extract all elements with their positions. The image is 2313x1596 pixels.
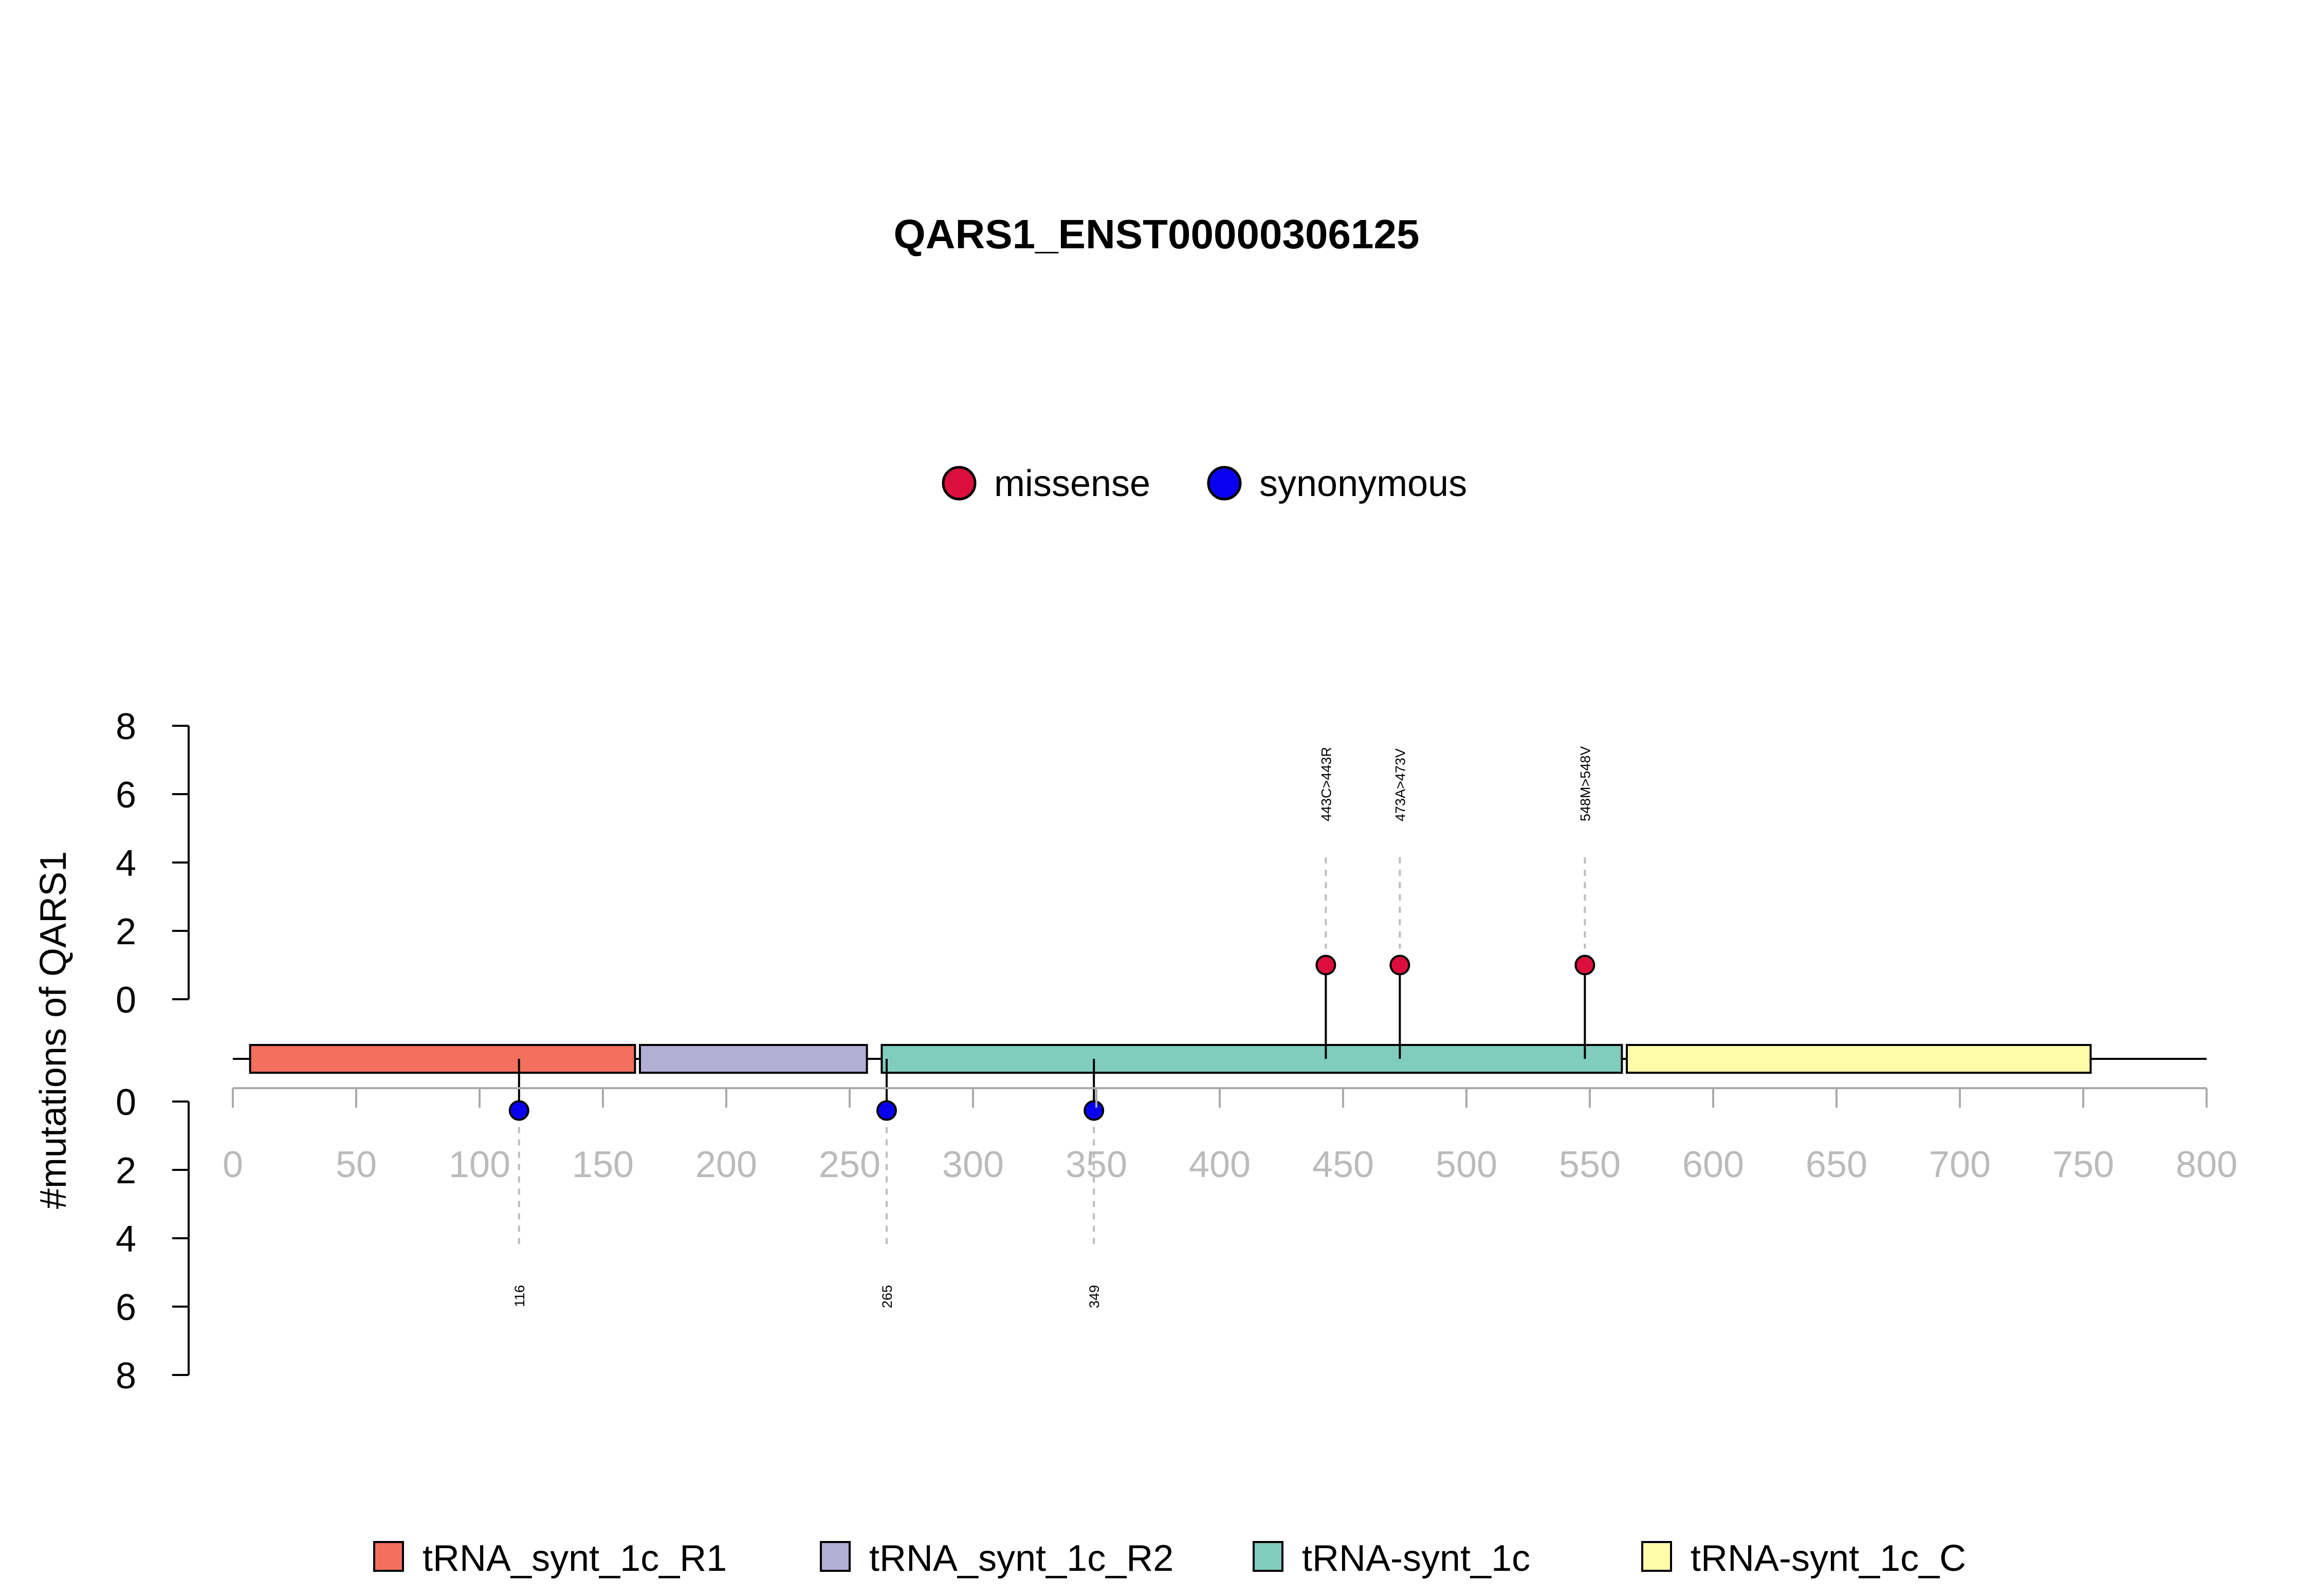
lollipop-heads (508, 955, 1595, 1121)
x-tick-label: 550 (1559, 1144, 1621, 1185)
y-axis-bottom: 0 2 4 6 8 (116, 1082, 190, 1397)
x-tick-label: 450 (1312, 1144, 1374, 1185)
legend-label-missense: missense (994, 463, 1150, 504)
domain-legend-label-tRNA_synt_1c_R1: tRNA_synt_1c_R1 (423, 1538, 727, 1579)
y-tick-label-top: 8 (116, 706, 136, 747)
domain-legend-label-tRNA-synt_1c: tRNA-synt_1c (1302, 1538, 1530, 1579)
y-tick-label-top: 6 (116, 775, 136, 816)
x-tick-label: 600 (1682, 1144, 1744, 1185)
x-tick-label: 350 (1066, 1144, 1127, 1185)
x-tick-label: 250 (819, 1144, 880, 1185)
mutation-labels: 443C>443R 473A>473V 548M>548V 116 265 349 (512, 746, 1593, 1308)
y-tick-label-top: 2 (116, 911, 136, 952)
x-tick-label: 800 (2176, 1144, 2237, 1185)
domain-legend-swatch-tRNA-synt_1c (1253, 1541, 1283, 1572)
lollipop-head-473 (1389, 955, 1410, 976)
lollipop-head-443 (1315, 955, 1336, 976)
lollipop-head-265 (876, 1100, 897, 1121)
x-tick-label: 500 (1436, 1144, 1497, 1185)
domain-legend-label-tRNA_synt_1c_R2: tRNA_synt_1c_R2 (869, 1538, 1173, 1579)
mutation-legend: missense synonymous (942, 463, 1467, 504)
x-tick-label: 300 (942, 1144, 1004, 1185)
legend-marker-missense (942, 466, 977, 501)
mutation-label-548: 548M>548V (1577, 746, 1593, 821)
x-tick-label: 650 (1806, 1144, 1867, 1185)
x-tick-label: 400 (1189, 1144, 1251, 1185)
mutation-guide-lines (518, 857, 1586, 1249)
y-axis-top: 0 2 4 6 8 (116, 706, 190, 1021)
domain-legend-swatch-tRNA-synt_1c_C (1641, 1541, 1672, 1572)
y-tick-label-bottom: 8 (116, 1355, 136, 1397)
mutation-label-116: 116 (512, 1285, 527, 1307)
x-tick-label: 200 (695, 1144, 757, 1185)
x-tick-label: 50 (336, 1144, 377, 1185)
domain-legend-swatch-tRNA_synt_1c_R2 (820, 1541, 851, 1572)
x-tick-label: 100 (449, 1144, 510, 1185)
mutation-label-349: 349 (1087, 1285, 1102, 1308)
x-tick-label: 0 (223, 1144, 243, 1185)
y-axis-label: #mutations of QARS1 (33, 851, 74, 1209)
y-tick-label-bottom: 2 (116, 1150, 136, 1191)
domain-tRNA_synt_1c_R2 (639, 1044, 868, 1074)
domain-tRNA_synt_1c_R1 (249, 1044, 636, 1074)
y-tick-label-bottom: 6 (116, 1287, 136, 1328)
y-tick-label-top: 0 (116, 980, 136, 1021)
x-tick-label: 150 (572, 1144, 634, 1185)
mutation-label-265: 265 (879, 1285, 895, 1308)
lollipop-head-349 (1084, 1100, 1105, 1121)
lollipop-head-116 (508, 1100, 529, 1121)
mutation-label-473: 473A>473V (1392, 748, 1408, 821)
lollipop-head-548 (1574, 955, 1595, 976)
y-tick-label-top: 4 (116, 843, 136, 884)
legend-label-synonymous: synonymous (1259, 463, 1467, 504)
domain-tRNA-synt_1c (880, 1044, 1623, 1074)
x-axis: 0 50 100 150 200 250 300 350 400 450 500 550 600 650 7… (223, 1087, 2237, 1185)
domain-legend-label-tRNA-synt_1c_C: tRNA-synt_1c_C (1691, 1538, 1966, 1579)
mutation-label-443: 443C>443R (1318, 747, 1334, 821)
legend-marker-synonymous (1207, 466, 1242, 501)
chart-title: QARS1_ENST00000306125 (894, 211, 1420, 257)
domain-legend-swatch-tRNA_synt_1c_R1 (373, 1541, 404, 1572)
x-tick-label: 700 (1929, 1144, 1991, 1185)
y-tick-label-bottom: 0 (116, 1082, 136, 1123)
protein-domains (249, 1044, 2092, 1074)
x-tick-label: 750 (2052, 1144, 2114, 1185)
domain-tRNA-synt_1c_C (1626, 1044, 2092, 1074)
y-tick-label-bottom: 4 (116, 1219, 136, 1260)
domain-legend: tRNA_synt_1c_R1 tRNA_synt_1c_R2 tRNA-synt_… (373, 1538, 1966, 1579)
